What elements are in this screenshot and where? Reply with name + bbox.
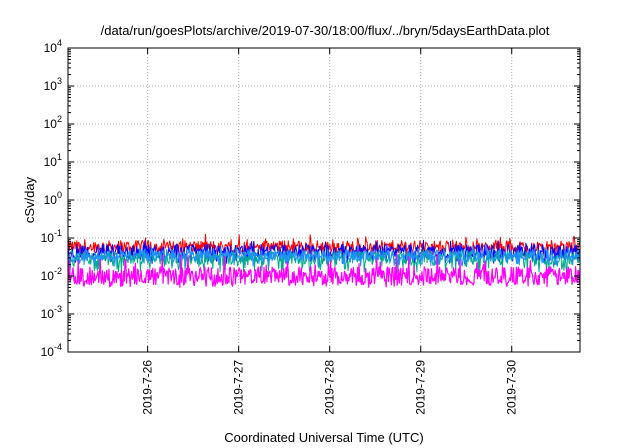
series-line-2 [67,239,581,265]
x-tick-label: 2019-7-28 [323,360,337,415]
y-tick-label: 100 [44,190,62,207]
x-tick-label: 2019-7-29 [414,360,428,415]
y-tick-label: 10-3 [41,304,62,321]
y-tick-base: 10 [41,231,55,245]
y-tick-label: 10-4 [41,342,62,359]
y-tick-exponent: -3 [54,304,62,314]
y-tick-base: 10 [41,269,55,283]
y-tick-exponent: -2 [54,266,62,276]
y-tick-label: 101 [44,152,62,169]
y-tick-exponent: 0 [57,190,62,200]
y-tick-label: 10-1 [41,228,62,245]
y-tick-exponent: 2 [57,114,62,124]
y-tick-label: 103 [44,76,62,93]
series-line-5 [67,252,581,288]
y-tick-base: 10 [44,41,58,55]
y-tick-exponent: -4 [54,342,62,352]
x-axis-label: Coordinated Universal Time (UTC) [224,430,423,445]
x-tick-label: 2019-7-26 [141,360,155,415]
y-tick-base: 10 [41,345,55,359]
series-line-4 [67,246,581,267]
y-tick-label: 10-2 [41,266,62,283]
y-tick-label: 104 [44,38,62,55]
y-tick-exponent: 4 [57,38,62,48]
y-axis-label: cSv/day [22,176,37,223]
chart-title: /data/run/goesPlots/archive/2019-07-30/1… [101,23,550,38]
y-tick-exponent: 3 [57,76,62,86]
x-axis-ticks: 2019-7-26 2019-7-27 2019-7-28 2019-7-29 2019… [141,48,519,415]
y-tick-exponent: -1 [54,228,62,238]
data-series [67,233,581,288]
y-tick-exponent: 1 [57,152,62,162]
x-tick-label: 2019-7-30 [505,360,519,415]
y-tick-base: 10 [44,193,58,207]
y-tick-base: 10 [44,155,58,169]
grid-lines [68,48,580,352]
y-tick-base: 10 [44,117,58,131]
x-tick-label: 2019-7-27 [232,360,246,415]
y-tick-base: 10 [44,79,58,93]
y-tick-base: 10 [41,307,55,321]
y-tick-label: 102 [44,114,62,131]
